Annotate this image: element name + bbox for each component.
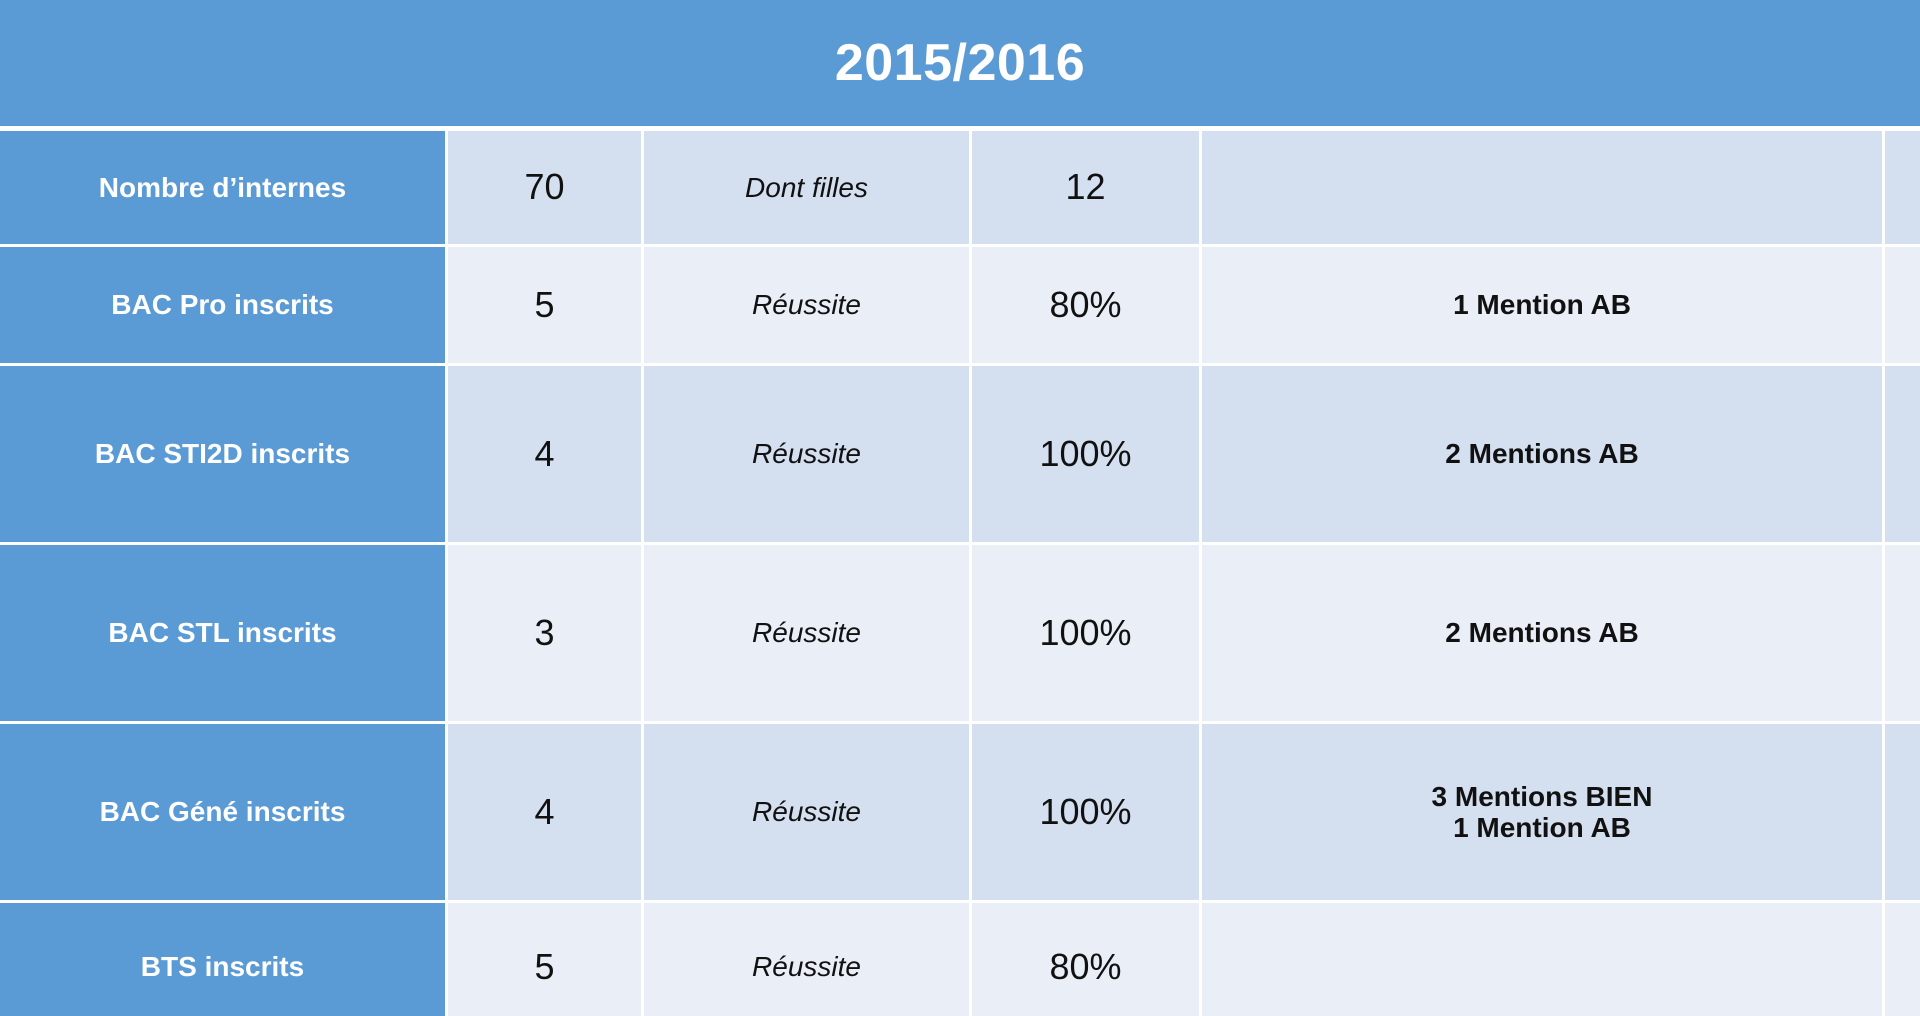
row-value: 12 (972, 131, 1199, 244)
row-value: 80% (972, 247, 1199, 363)
row-spacer (1885, 366, 1920, 542)
row-count: 5 (448, 903, 641, 1016)
row-mention: 3 Mentions BIEN 1 Mention AB (1202, 724, 1882, 900)
row-mention: 2 Mentions AB (1202, 366, 1882, 542)
row-label: BTS inscrits (0, 903, 445, 1016)
row-spacer (1885, 724, 1920, 900)
row-count: 4 (448, 724, 641, 900)
row-criteria: Réussite (644, 903, 969, 1016)
row-label: Nombre d’internes (0, 131, 445, 244)
row-mention: 2 Mentions AB (1202, 545, 1882, 721)
row-spacer (1885, 131, 1920, 244)
row-criteria: Réussite (644, 366, 969, 542)
row-count: 4 (448, 366, 641, 542)
row-label: BAC Géné inscrits (0, 724, 445, 900)
row-mention (1202, 903, 1882, 1016)
row-label: BAC Pro inscrits (0, 247, 445, 363)
row-criteria: Dont filles (644, 131, 969, 244)
page-title: 2015/2016 (834, 34, 1086, 92)
title-bar: 2015/2016 (0, 0, 1920, 126)
row-criteria: Réussite (644, 247, 969, 363)
row-label: BAC STI2D inscrits (0, 366, 445, 542)
row-mention (1202, 131, 1882, 244)
results-table: Nombre d’internes 70 Dont filles 12 BAC … (0, 131, 1920, 1016)
row-value: 80% (972, 903, 1199, 1016)
row-spacer (1885, 247, 1920, 363)
row-value: 100% (972, 366, 1199, 542)
row-criteria: Réussite (644, 724, 969, 900)
row-count: 70 (448, 131, 641, 244)
row-value: 100% (972, 545, 1199, 721)
row-criteria: Réussite (644, 545, 969, 721)
row-label: BAC STL inscrits (0, 545, 445, 721)
row-count: 5 (448, 247, 641, 363)
row-mention: 1 Mention AB (1202, 247, 1882, 363)
row-spacer (1885, 903, 1920, 1016)
row-spacer (1885, 545, 1920, 721)
row-value: 100% (972, 724, 1199, 900)
row-count: 3 (448, 545, 641, 721)
